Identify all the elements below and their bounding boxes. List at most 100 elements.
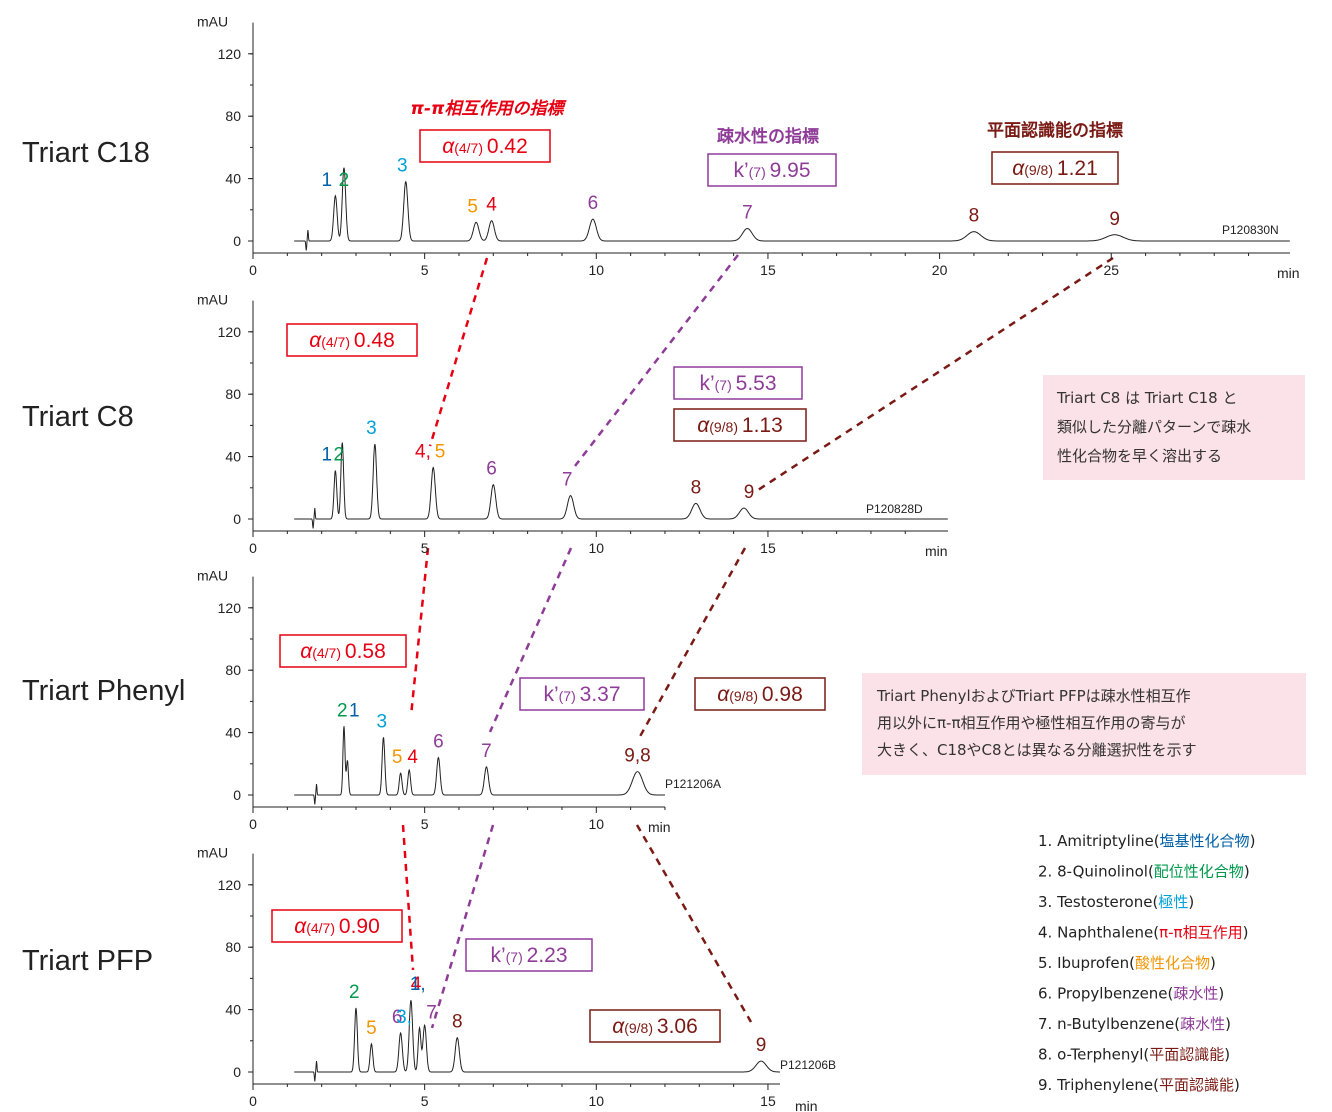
chromatogram-trace	[294, 167, 1290, 251]
legend-entry: 5. Ibuprofen(酸性化合物)	[1038, 954, 1216, 972]
y-axis-unit: mAU	[197, 845, 228, 861]
triphenylene-connector-2	[636, 547, 747, 741]
peak-label: 9	[744, 482, 755, 503]
triphenylene-connector-1	[757, 256, 1114, 492]
pfp-alpha47: α(4/7) 0.90	[271, 909, 403, 943]
c8-alpha47: α(4/7) 0.48	[286, 323, 418, 357]
peak-label: 5	[366, 1018, 377, 1039]
peak-label: 4	[486, 195, 497, 216]
legend-entry: 2. 8-Quinolinol(配位性化合物)	[1038, 863, 1250, 881]
x-tick-label: 25	[1103, 262, 1119, 278]
explanatory-notes: Triart C8 は Triart C18 と類似した分離パターンで疎水性化合…	[862, 375, 1306, 775]
peak-label: 5	[467, 196, 478, 217]
y-tick-label: 80	[225, 662, 241, 678]
pfp-k7-frame	[465, 938, 593, 972]
c18-alpha98-text: α(9/8) 1.21	[1012, 157, 1098, 180]
legend-entry: 1. Amitriptyline(塩基性化合物)	[1038, 832, 1255, 850]
y-tick-label: 120	[218, 877, 242, 893]
legend-entry: 8. o-Terphenyl(平面認識能)	[1038, 1046, 1230, 1064]
column-label: Triart C18	[22, 137, 150, 169]
compound-legend: 1. Amitriptyline(塩基性化合物) 2. 8-Quinolinol(…	[1038, 832, 1255, 1094]
x-tick-label: 15	[760, 262, 776, 278]
sample-code: P121206B	[780, 1058, 836, 1072]
c8-alpha47-frame	[286, 323, 418, 357]
column-label: Triart Phenyl	[22, 675, 185, 707]
y-tick-label: 120	[218, 46, 242, 62]
c8-alpha47-text: α(4/7) 0.48	[309, 329, 395, 352]
note-line: 類似した分離パターンで疎水	[1057, 418, 1251, 436]
c8-k7-frame	[673, 366, 803, 400]
c18-k7-text: k’(7) 9.95	[733, 159, 810, 182]
peak-label: 1	[322, 445, 333, 466]
selectivity-connectors	[401, 254, 1114, 1029]
peak-label: 7	[481, 741, 492, 762]
note-background	[1043, 375, 1305, 480]
peak-label: 3	[376, 711, 387, 732]
c8-k7-text: k’(7) 5.53	[699, 372, 776, 395]
x-tick-label: 10	[589, 816, 605, 832]
y-axis-unit: mAU	[197, 292, 228, 308]
peak-label: 5	[392, 747, 403, 768]
peak-label: 9,8	[624, 746, 650, 767]
y-tick-label: 0	[233, 1064, 241, 1080]
chromatogram-trace	[294, 726, 665, 805]
naphthalene-connector-3	[401, 824, 415, 971]
c8-alpha98: α(9/8) 1.13	[673, 408, 807, 442]
legend-entry: 4. Naphthalene(π-π相互作用)	[1038, 924, 1248, 942]
sample-code: P121206A	[665, 777, 721, 791]
peak-label: 2	[339, 170, 350, 191]
phenyl-alpha98-text: α(9/8) 0.98	[717, 683, 803, 706]
pfp-k7: k’(7) 2.23	[465, 938, 593, 972]
y-tick-label: 80	[225, 108, 241, 124]
c18-alpha47: α(4/7) 0.42	[419, 129, 551, 163]
sample-code: P120830N	[1222, 223, 1279, 237]
c18-alpha47-frame	[419, 129, 551, 163]
pfp-alpha47-frame	[271, 909, 403, 943]
peak-label: 3	[397, 156, 408, 177]
c8-alpha98-text: α(9/8) 1.13	[697, 414, 783, 437]
peak-label: 6	[433, 732, 444, 753]
x-axis-unit: min	[925, 543, 948, 559]
c18-k7-frame	[707, 153, 837, 187]
y-tick-label: 40	[225, 1002, 241, 1018]
phenyl-alpha47-text: α(4/7) 0.58	[300, 640, 386, 663]
pipi-index-title: π-π相互作用の指標	[411, 99, 568, 119]
planarity-index-title: 平面認識能の指標	[987, 120, 1123, 141]
pfp-alpha47-text: α(4/7) 0.90	[294, 915, 380, 938]
peak-label: 2	[337, 700, 348, 721]
peak-label: 9	[1109, 209, 1120, 230]
peak-label: 4,	[415, 442, 431, 463]
pfp-k7-text: k’(7) 2.23	[490, 944, 567, 967]
note-box: Triart C8 は Triart C18 と類似した分離パターンで疎水性化合…	[1043, 375, 1305, 480]
c18-alpha47-text: α(4/7) 0.42	[442, 135, 528, 158]
x-tick-label: 20	[932, 262, 948, 278]
peak-label: 4	[407, 747, 418, 768]
y-tick-label: 120	[218, 324, 242, 340]
peak-label: 8	[969, 206, 980, 227]
phenyl-k7-text: k’(7) 3.37	[543, 683, 620, 706]
x-axis-unit: min	[1277, 265, 1300, 281]
peak-label: 6	[588, 193, 599, 214]
peak-label: 7	[742, 203, 753, 224]
column-label: Triart PFP	[22, 945, 153, 977]
note-line: 性化合物を早く溶出する	[1057, 447, 1222, 465]
peak-label: 3,	[396, 1007, 412, 1028]
legend-entry: 7. n-Butylbenzene(疎水性)	[1038, 1015, 1231, 1033]
naphthalene-connector-1	[428, 257, 489, 447]
x-tick-label: 0	[249, 262, 257, 278]
legend-entry: 3. Testosterone(極性)	[1038, 893, 1194, 911]
peak-label: 2	[349, 982, 360, 1003]
phenyl-alpha98-frame	[694, 677, 826, 711]
pfp-alpha98-text: α(9/8) 3.06	[612, 1015, 698, 1038]
y-tick-label: 40	[225, 449, 241, 465]
phenyl-alpha47: α(4/7) 0.58	[279, 634, 407, 668]
phenyl-alpha98: α(9/8) 0.98	[694, 677, 826, 711]
peak-label: 6	[486, 459, 497, 480]
peak-label: 1,	[410, 974, 426, 995]
y-tick-label: 0	[233, 233, 241, 249]
note-box: Triart PhenylおよびTriart PFPは疎水性相互作用以外にπ-π…	[862, 673, 1306, 775]
peak-label: 5	[435, 442, 446, 463]
